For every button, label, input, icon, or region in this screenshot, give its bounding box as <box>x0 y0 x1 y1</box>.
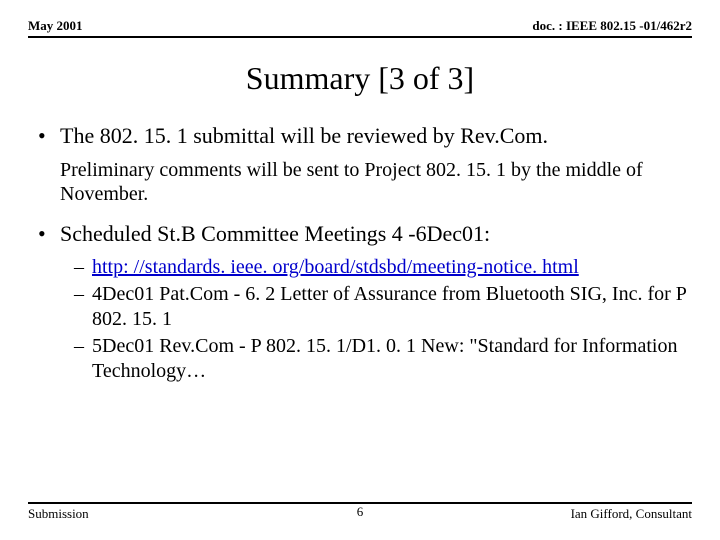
bullet-text: The 802. 15. 1 submittal will be reviewe… <box>60 123 548 150</box>
bullet-marker: • <box>38 221 60 248</box>
bullet-item: • Scheduled St.B Committee Meetings 4 -6… <box>28 221 692 248</box>
dash-item: – http: //standards. ieee. org/board/std… <box>74 255 692 280</box>
meeting-notice-link[interactable]: http: //standards. ieee. org/board/stdsb… <box>92 256 579 278</box>
bullet-subtext: Preliminary comments will be sent to Pro… <box>28 158 692 207</box>
dash-marker: – <box>74 282 92 332</box>
dash-item: – 4Dec01 Pat.Com - 6. 2 Letter of Assura… <box>74 282 692 332</box>
dash-marker: – <box>74 334 92 384</box>
footer-left: Submission <box>28 506 89 522</box>
footer-right: Ian Gifford, Consultant <box>571 506 692 522</box>
bullet-text: Scheduled St.B Committee Meetings 4 -6De… <box>60 221 490 248</box>
dash-text: 5Dec01 Rev.Com - P 802. 15. 1/D1. 0. 1 N… <box>92 334 692 384</box>
slide-title: Summary [3 of 3] <box>28 60 692 97</box>
dash-item: – 5Dec01 Rev.Com - P 802. 15. 1/D1. 0. 1… <box>74 334 692 384</box>
dash-marker: – <box>74 255 92 280</box>
bullet-item: • The 802. 15. 1 submittal will be revie… <box>28 123 692 150</box>
header-doc: doc. : IEEE 802.15 -01/462r2 <box>532 18 692 34</box>
header-row: May 2001 doc. : IEEE 802.15 -01/462r2 <box>28 18 692 38</box>
header-date: May 2001 <box>28 18 83 34</box>
dash-text: 4Dec01 Pat.Com - 6. 2 Letter of Assuranc… <box>92 282 692 332</box>
bullet-marker: • <box>38 123 60 150</box>
footer: Submission 6 Ian Gifford, Consultant <box>28 502 692 522</box>
slide-content: • The 802. 15. 1 submittal will be revie… <box>28 123 692 384</box>
dash-list: – http: //standards. ieee. org/board/std… <box>28 255 692 384</box>
